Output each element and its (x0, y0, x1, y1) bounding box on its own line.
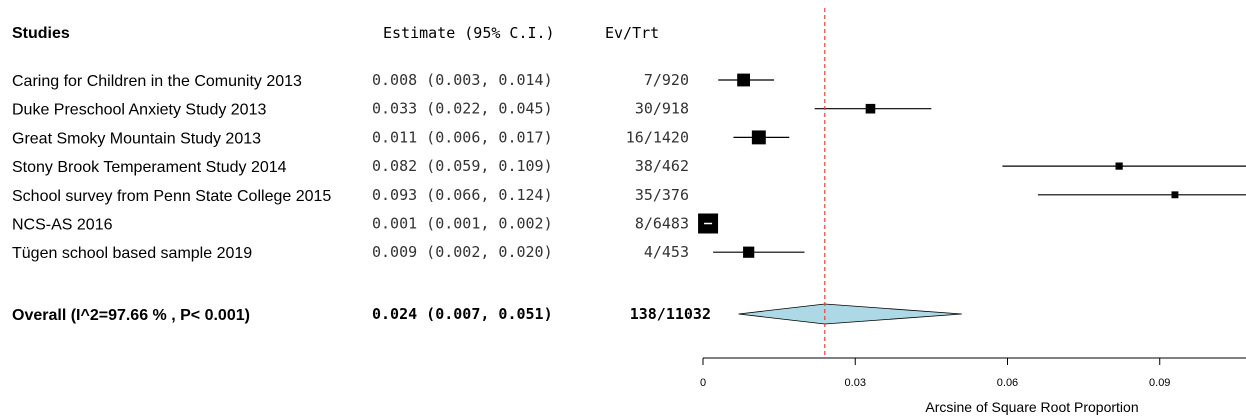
estimate-square (1115, 162, 1123, 170)
study-rows: Caring for Children in the Comunity 2013… (12, 71, 689, 262)
study-estimate: 0.082 (0.059, 0.109) (372, 157, 553, 175)
study-name: Great Smoky Mountain Study 2013 (12, 130, 261, 147)
x-axis-label: Arcsine of Square Root Proportion (925, 399, 1138, 415)
estimate-square (865, 103, 876, 114)
overall-row: Overall (I^2=97.66 % , P< 0.001) 0.024 (0… (12, 305, 711, 324)
study-name: Caring for Children in the Comunity 2013 (12, 73, 302, 90)
study-events: 38/462 (635, 157, 689, 175)
study-events: 7/920 (644, 71, 689, 89)
study-events: 8/6483 (635, 215, 689, 233)
study-name: Stony Brook Temperament Study 2014 (12, 159, 287, 176)
study-estimate: 0.093 (0.066, 0.124) (372, 186, 553, 204)
estimate-square (1171, 191, 1179, 199)
study-estimate: 0.011 (0.006, 0.017) (372, 128, 553, 146)
study-name: Tügen school based sample 2019 (12, 245, 252, 262)
overall-diamond (738, 303, 962, 325)
studies-header: Studies (12, 25, 70, 42)
study-estimate: 0.033 (0.022, 0.045) (372, 100, 553, 118)
study-name: Duke Preschool Anxiety Study 2013 (12, 102, 266, 119)
study-name: School survey from Penn State College 20… (12, 188, 331, 205)
study-events: 16/1420 (626, 128, 689, 146)
estimate-header: Estimate (95% C.I.) (383, 24, 555, 42)
study-estimate: 0.009 (0.002, 0.020) (372, 243, 553, 261)
study-events: 4/453 (644, 243, 689, 261)
study-events: 35/376 (635, 186, 689, 204)
study-estimate: 0.001 (0.001, 0.002) (372, 215, 553, 233)
study-estimate: 0.008 (0.003, 0.014) (372, 71, 553, 89)
events-header: Ev/Trt (605, 24, 659, 42)
x-tick-label: 0 (700, 377, 706, 389)
overall-events: 138/11032 (630, 305, 711, 323)
estimate-square (751, 130, 766, 145)
estimate-square (743, 246, 755, 258)
x-tick-label: 0.06 (997, 377, 1018, 389)
study-name: NCS-AS 2016 (12, 217, 113, 234)
x-tick-label: 0.03 (845, 377, 866, 389)
estimate-square (737, 73, 750, 87)
study-events: 30/918 (635, 100, 689, 118)
overall-label: Overall (I^2=97.66 % , P< 0.001) (12, 307, 250, 324)
plot-area: 0 0.03 0.06 0.09 Arcsine of Square Root Prop… (698, 8, 1246, 415)
x-tick-label: 0.09 (1149, 377, 1170, 389)
overall-estimate: 0.024 (0.007, 0.051) (372, 305, 553, 323)
